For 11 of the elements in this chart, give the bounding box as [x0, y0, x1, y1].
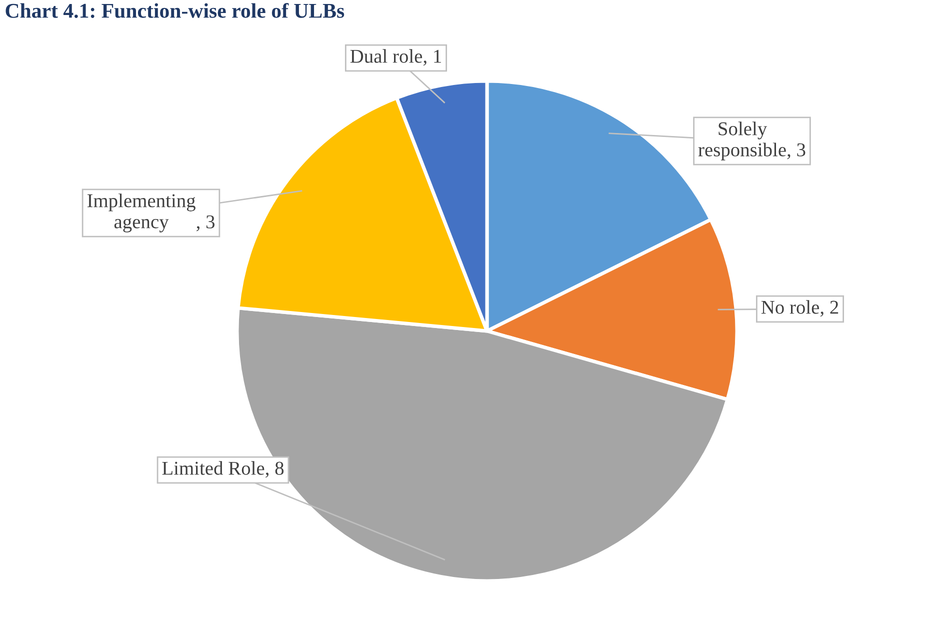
- data-label: , 3: [196, 215, 215, 232]
- chart-title: Chart 4.1: Function-wise role of ULBs: [6, 3, 344, 18]
- data-label: , 2: [820, 300, 838, 317]
- data-label: , 8: [266, 462, 284, 478]
- slice-label: No role: [761, 300, 820, 314]
- data-label: , 1: [423, 50, 441, 66]
- data-label: , 3: [787, 143, 806, 160]
- slice-label: Implementing agency: [87, 194, 196, 232]
- slice-label: Dual role: [350, 49, 422, 63]
- slice-label: Limited Role: [162, 461, 264, 475]
- slice-label: Solely responsible: [698, 122, 786, 160]
